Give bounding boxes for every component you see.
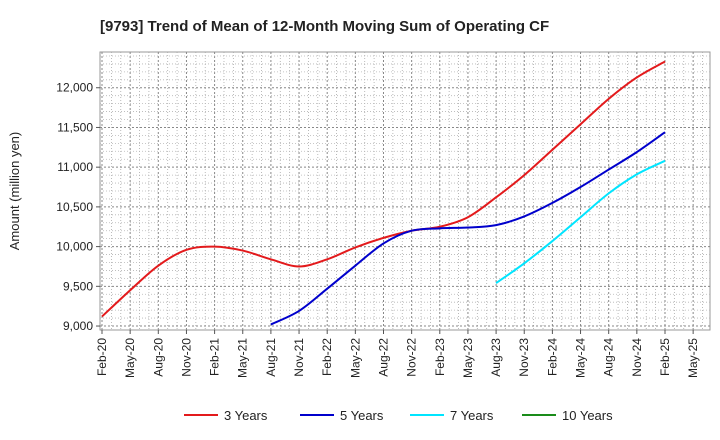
x-tick-label: Nov-21 (292, 338, 306, 377)
x-tick-label: May-23 (461, 338, 475, 378)
x-tick-label: Feb-20 (95, 338, 109, 376)
x-tick-label: Nov-22 (405, 338, 419, 377)
x-tick-label: Aug-23 (489, 338, 503, 377)
series-layer (101, 60, 666, 326)
plot-area (99, 51, 711, 331)
legend-label-7-years: 7 Years (450, 408, 494, 423)
x-tick-label: May-20 (123, 338, 137, 378)
y-tick-label: 9,000 (63, 319, 93, 333)
x-tick-label: Aug-24 (602, 338, 616, 377)
x-tick-label: Aug-21 (264, 338, 278, 377)
y-tick-label: 10,500 (56, 200, 93, 214)
y-axis-title: Amount (million yen) (7, 132, 22, 251)
x-tick-label: Nov-24 (630, 338, 644, 377)
x-tick-label: Aug-20 (151, 338, 165, 377)
y-tick-label: 11,000 (57, 160, 93, 174)
y-tick-label: 10,000 (56, 240, 93, 254)
x-tick-label: Feb-23 (433, 338, 447, 376)
x-tick-label: Feb-22 (320, 338, 334, 376)
legend-label-5-years: 5 Years (340, 408, 384, 423)
legend: 3 Years 5 Years 7 Years 10 Years (184, 408, 613, 423)
grid-lines (100, 52, 710, 330)
y-axis-ticks: 9,000 9,500 10,000 10,500 11,000 11,500 12,000 (56, 81, 100, 333)
x-tick-label: May-25 (686, 338, 700, 378)
y-tick-label: 9,500 (63, 279, 93, 293)
chart-title: [9793] Trend of Mean of 12-Month Moving … (100, 18, 549, 35)
x-tick-label: Nov-23 (517, 338, 531, 377)
legend-label-3-years: 3 Years (224, 408, 268, 423)
x-tick-label: May-24 (574, 338, 588, 378)
x-tick-label: Aug-22 (376, 338, 390, 377)
y-tick-label: 12,000 (56, 81, 93, 95)
x-tick-label: Feb-24 (545, 338, 559, 376)
x-tick-label: Nov-20 (179, 338, 193, 377)
legend-label-10-years: 10 Years (562, 408, 613, 423)
x-axis-ticks: Feb-20 May-20 Aug-20 Nov-20 Feb-21 May-21 Aug-… (95, 330, 700, 378)
x-tick-label: May-22 (348, 338, 362, 378)
x-tick-label: May-21 (236, 338, 250, 378)
x-tick-label: Feb-21 (208, 338, 222, 376)
x-tick-label: Feb-25 (658, 338, 672, 376)
y-tick-label: 11,500 (57, 120, 93, 134)
